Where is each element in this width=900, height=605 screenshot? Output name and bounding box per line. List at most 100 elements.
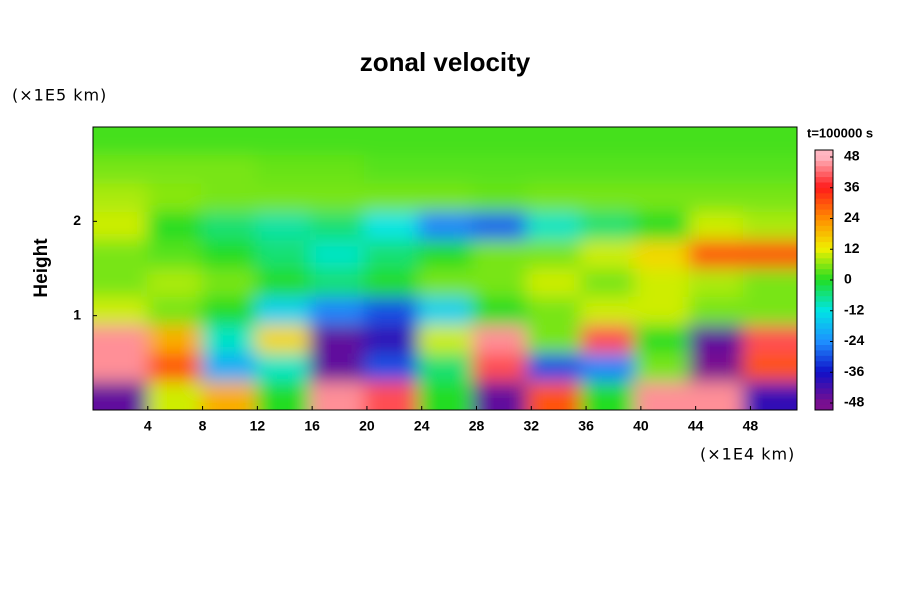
cell (472, 381, 528, 410)
axes: 4 8 12 16 20 24 28 32 36 40 44 4812483624120-12-24-… (73, 126, 864, 434)
cell (255, 211, 311, 242)
colorbar-tick-label: 36 (844, 178, 860, 194)
cell (472, 183, 528, 213)
cell (417, 381, 474, 410)
cell (742, 268, 797, 298)
cell (580, 155, 636, 185)
colorbar-band (815, 204, 833, 211)
colorbar-band (815, 193, 833, 200)
colorbar-band (815, 290, 833, 297)
cell (634, 381, 690, 410)
cell (309, 211, 365, 242)
colorbar-band (815, 296, 833, 303)
cell (255, 381, 311, 410)
cell (309, 268, 365, 298)
colorbar-tick-label: 0 (844, 271, 852, 287)
colorbar-band (815, 166, 833, 173)
cell (255, 268, 311, 298)
cell (417, 183, 474, 213)
colorbar-band (815, 220, 833, 227)
cell (363, 296, 419, 327)
cell (93, 183, 149, 213)
cell (93, 268, 149, 298)
colorbar-band (815, 274, 833, 281)
cell (363, 183, 419, 213)
colorbar-band (815, 301, 833, 308)
chart-title: zonal velocity (360, 47, 531, 77)
cell (688, 325, 744, 355)
cell (201, 240, 257, 270)
colorbar-band (815, 334, 833, 341)
cell (309, 127, 365, 157)
cells (93, 127, 797, 410)
cell (526, 240, 582, 270)
cell (363, 240, 419, 270)
cell (93, 155, 149, 185)
cell (417, 353, 474, 383)
cell (93, 381, 149, 410)
cell (201, 127, 257, 157)
colorbar-band (815, 171, 833, 178)
colorbar-band (815, 307, 833, 313)
cell (526, 183, 582, 213)
colorbar-band (815, 263, 833, 270)
cell (147, 296, 203, 327)
colorbar-band (815, 404, 833, 411)
colorbar-band (815, 323, 833, 330)
cell (147, 240, 203, 270)
cell (147, 183, 203, 213)
colorbar-band (815, 177, 833, 183)
cell (472, 325, 528, 355)
colorbar-band (815, 209, 833, 216)
colorbar-band (815, 258, 833, 265)
cell (580, 325, 636, 355)
colorbar-band (815, 236, 833, 243)
cell (688, 155, 744, 185)
cell (688, 240, 744, 270)
cell (201, 381, 257, 410)
x-tick-label: 24 (414, 418, 430, 434)
colorbar-band (815, 312, 833, 319)
plot-frame (92, 126, 798, 411)
colorbar-band (815, 339, 833, 346)
x-tick-label: 44 (688, 418, 704, 434)
cell (742, 240, 797, 270)
cell (634, 296, 690, 327)
cell (93, 325, 149, 355)
colorbar-band (815, 366, 833, 373)
cell (742, 353, 797, 383)
cell (634, 353, 690, 383)
x-tick-label: 40 (633, 418, 649, 434)
cell (417, 325, 474, 355)
cell (688, 183, 744, 213)
colorbar-band (815, 350, 833, 357)
colorbar-band (815, 382, 833, 389)
cell (634, 325, 690, 355)
cell (472, 296, 528, 327)
cell (309, 240, 365, 270)
cell (526, 268, 582, 298)
cell (255, 353, 311, 383)
colorbar-band (815, 187, 833, 194)
cell (580, 353, 636, 383)
colorbar-band (815, 328, 833, 335)
colorbar-tick-label: 12 (844, 240, 860, 256)
cell (634, 268, 690, 298)
cell (147, 211, 203, 242)
cell (309, 353, 365, 383)
cell (472, 268, 528, 298)
cell (580, 268, 636, 298)
cell (309, 183, 365, 213)
cell (201, 211, 257, 242)
cell (147, 325, 203, 355)
cell (688, 381, 744, 410)
colorbar-band (815, 160, 833, 167)
cell (526, 211, 582, 242)
colorbar-label: t=100000 s (807, 125, 873, 140)
colorbar-band (815, 377, 833, 384)
cell (417, 211, 474, 242)
cell (93, 353, 149, 383)
colorbar-tick-label: -24 (844, 332, 864, 348)
cell (309, 381, 365, 410)
cell (472, 353, 528, 383)
